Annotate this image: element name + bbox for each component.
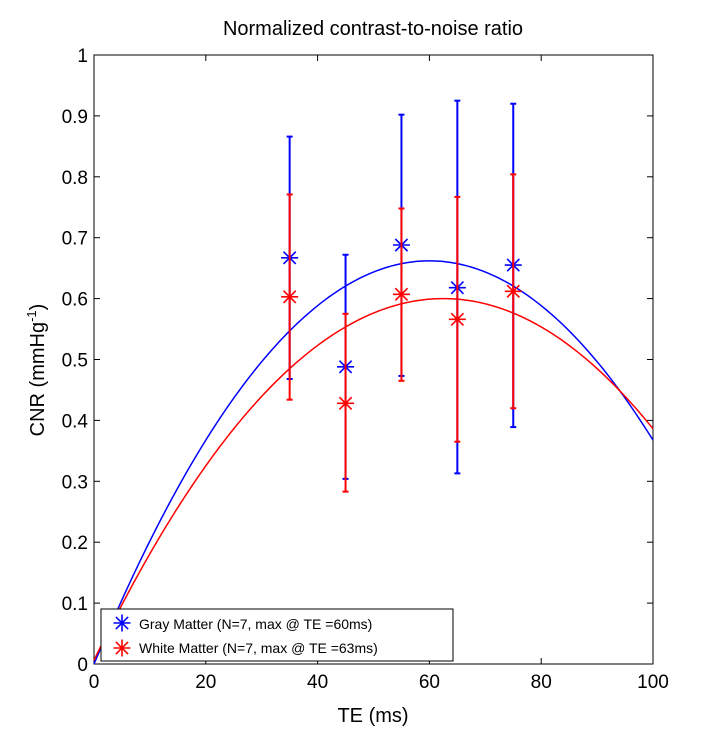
y-tick-label: 0.3 [62, 472, 88, 493]
y-tick-label: 0.7 [62, 229, 88, 250]
y-axis-label-main: CNR (mmHg [27, 322, 49, 436]
fit-curve-series-0 [93, 260, 654, 665]
fit-curves [93, 260, 654, 665]
legend-asterisk [113, 614, 131, 632]
x-tick-label: 20 [195, 672, 216, 693]
legend-marker-gray-matter [113, 614, 131, 632]
y-tick-label: 0.9 [62, 107, 88, 128]
data-point [337, 394, 355, 412]
y-tick-label: 0.2 [62, 533, 88, 554]
data-point [392, 285, 410, 303]
x-tick-label: 0 [89, 672, 100, 693]
y-tick-label: 0.4 [62, 411, 89, 432]
legend-box [100, 608, 454, 662]
fit-curve-series-1 [93, 297, 654, 661]
legend-label-white-matter: White Matter (N=7, max @ TE =63ms) [139, 640, 378, 656]
legend-marker-white-matter [113, 639, 131, 657]
data-point [448, 310, 466, 328]
y-tick-label: 1 [77, 46, 88, 67]
x-tick-label: 40 [307, 672, 328, 693]
data-point [281, 288, 299, 306]
x-axis-label: TE (ms) [337, 705, 408, 727]
y-axis-label: CNR (mmHg-1) [24, 304, 49, 437]
y-tick-label: 0 [77, 655, 88, 676]
y-tick-label: 0.6 [62, 290, 88, 311]
y-tick-label: 0.1 [62, 594, 88, 615]
y-axis-label-superscript: -1 [24, 310, 39, 322]
chart-title: Normalized contrast-to-noise ratio [223, 18, 523, 40]
y-tick-label: 0.5 [62, 351, 88, 372]
legend-label-gray-matter: Gray Matter (N=7, max @ TE =60ms) [139, 616, 372, 632]
data-point [504, 282, 522, 300]
y-tick-label: 0.8 [62, 168, 88, 189]
data-points [281, 99, 522, 493]
legend-asterisk [113, 639, 131, 657]
x-tick-label: 80 [531, 672, 552, 693]
y-axis-label-close: ) [27, 304, 49, 311]
legend: Gray Matter (N=7, max @ TE =60ms) White … [100, 608, 454, 662]
axis-ticks: 0 20 40 60 80 100 0 0.1 0.2 0.3 0.4 0.5 0.6 0.7 0.8 0.9… [62, 46, 669, 693]
x-tick-label: 60 [419, 672, 440, 693]
x-tick-label: 100 [637, 672, 669, 693]
